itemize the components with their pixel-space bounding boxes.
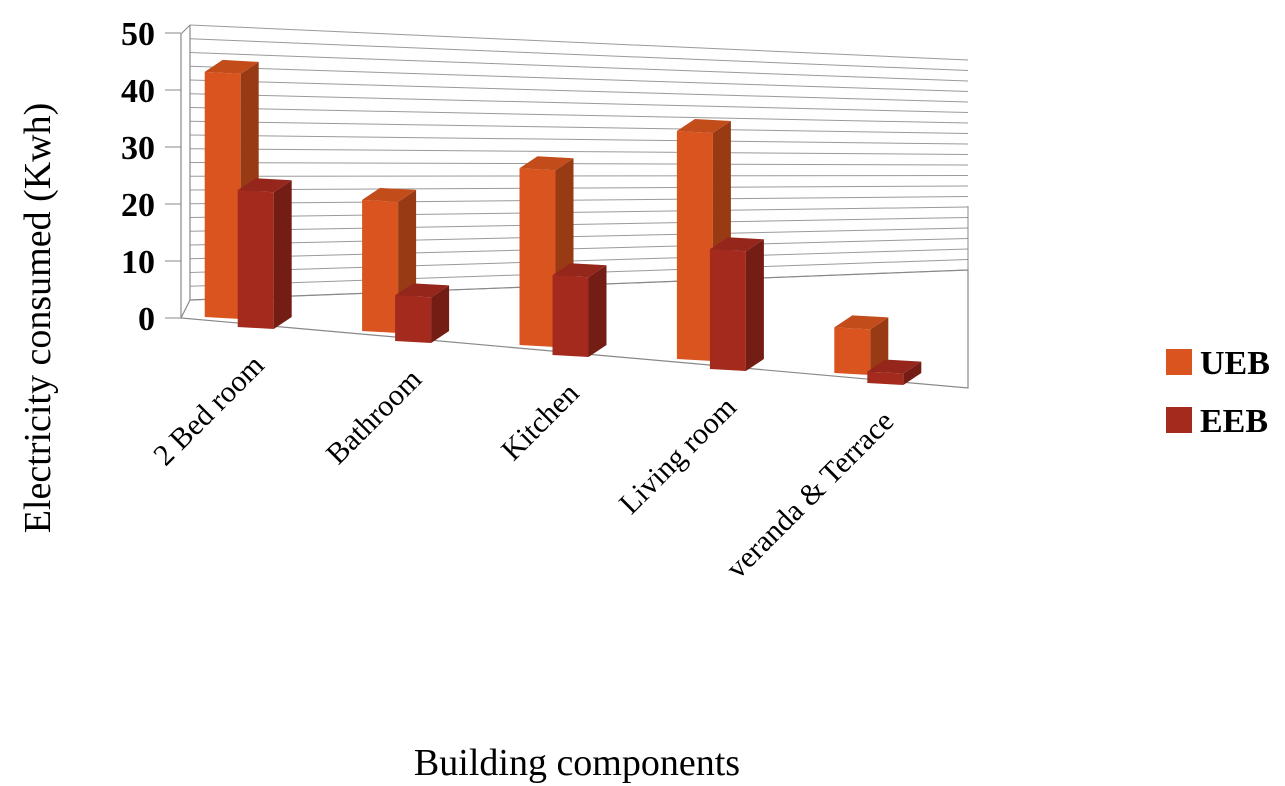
gridline [189, 148, 969, 155]
gridline [189, 107, 969, 124]
gridline [189, 227, 969, 246]
gridline [189, 238, 969, 260]
gridline [189, 162, 969, 166]
y-tick-label: 50 [121, 16, 155, 53]
x-axis-title: Building components [414, 742, 740, 784]
x-tick-label: veranda & Terrace [720, 405, 900, 585]
gridline [189, 134, 969, 145]
gridline [189, 38, 969, 71]
gridline [189, 24, 969, 61]
x-ticks: 2 Bed room Bathroom Kitchen Living roomvera… [147, 349, 900, 585]
gridline [189, 93, 969, 113]
y-tick-label: 0 [138, 301, 155, 338]
x-tick-label: Bathroom [320, 363, 428, 471]
y-tick-label: 10 [121, 244, 155, 281]
gridline [189, 52, 969, 82]
y-tick-label: 20 [121, 187, 155, 224]
y-tick-label: 40 [121, 73, 155, 110]
gridline [189, 248, 969, 273]
grid [180, 24, 969, 389]
bar-EEB-1 [237, 178, 292, 329]
bars [204, 59, 922, 385]
gridline [189, 175, 969, 177]
legend: UEB EEB [1166, 345, 1270, 440]
gridline [189, 65, 969, 92]
legend-label: EEB [1200, 403, 1268, 440]
x-tick-label: Kitchen [495, 377, 585, 467]
legend-label: UEB [1200, 345, 1270, 382]
legend-swatch [1166, 349, 1192, 375]
x-tick-label: 2 Bed room [147, 349, 271, 473]
bar-EEB-2 [395, 283, 450, 343]
gridline [189, 217, 969, 232]
wall-top-edge [180, 24, 191, 35]
y-ticks: 0 10 20 30 40 50 [121, 16, 181, 338]
gridline [189, 196, 969, 205]
x-tick-label: Living room [613, 391, 743, 521]
legend-swatch [1166, 407, 1192, 433]
gridline [189, 185, 969, 191]
gridline [189, 120, 969, 134]
gridline [189, 79, 969, 103]
gridline [189, 206, 969, 218]
y-tick-label: 30 [121, 130, 155, 167]
y-axis-title: Electricity consumed (Kwh) [17, 103, 59, 534]
bar-EEB-5 [867, 359, 922, 385]
bar-EEB-4 [709, 237, 764, 371]
bar-EEB-3 [552, 263, 607, 357]
